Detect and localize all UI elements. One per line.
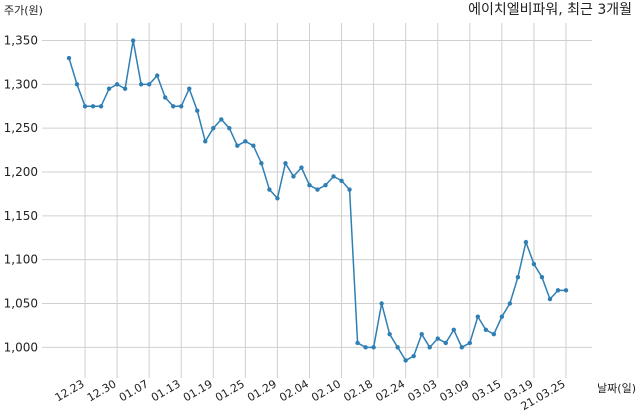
- point: [395, 345, 400, 350]
- point: [523, 239, 529, 245]
- point: [563, 288, 569, 293]
- point: [547, 296, 553, 302]
- y-axis-label: 주가(원): [4, 4, 43, 17]
- point: [499, 314, 505, 319]
- x-tick-label: 02.04: [277, 377, 311, 404]
- point: [507, 301, 513, 306]
- point: [411, 353, 416, 359]
- point: [291, 174, 296, 179]
- point: [371, 345, 376, 350]
- x-tick-label: 03.03: [405, 377, 439, 404]
- x-tick-label: 03.15: [470, 377, 504, 404]
- point: [355, 340, 360, 346]
- point: [379, 301, 384, 306]
- point: [122, 86, 128, 91]
- point: [427, 345, 432, 350]
- x-tick-label: 02.18: [341, 377, 375, 404]
- line: [68, 40, 566, 362]
- point: [267, 187, 272, 192]
- y-tick-label: 1,300: [4, 77, 38, 91]
- point: [98, 104, 104, 109]
- x-tick-label: 01.29: [245, 377, 279, 404]
- point: [138, 82, 144, 87]
- point: [323, 182, 328, 188]
- point: [443, 340, 448, 346]
- point: [467, 340, 473, 346]
- point: [114, 82, 120, 87]
- y-tick-label: 1,200: [4, 165, 38, 179]
- point: [387, 331, 392, 337]
- point: [419, 331, 424, 337]
- point: [66, 55, 72, 61]
- point: [315, 187, 320, 192]
- point: [235, 143, 240, 148]
- y-tick-label: 1,000: [4, 340, 38, 354]
- point: [299, 165, 304, 170]
- point: [283, 161, 288, 166]
- x-tick-label: 02.10: [309, 377, 343, 404]
- point: [339, 178, 344, 183]
- x-tick-label: 12.30: [85, 377, 119, 404]
- point: [171, 104, 176, 109]
- x-tick-label: 01.25: [213, 377, 247, 404]
- chart-title: 에이치엘비파워, 최근 3개월: [468, 2, 632, 18]
- x-tick-label: 01.19: [181, 377, 215, 404]
- point: [555, 288, 561, 293]
- x-tick-label: 03.09: [438, 377, 472, 404]
- x-tick-label: 02.24: [373, 377, 407, 404]
- point: [187, 86, 192, 91]
- point: [195, 108, 200, 113]
- point: [82, 104, 88, 109]
- y-tick-label: 1,350: [4, 34, 38, 48]
- point: [307, 182, 312, 188]
- point: [403, 358, 408, 363]
- point: [347, 187, 352, 192]
- point: [146, 82, 152, 87]
- point: [491, 331, 497, 337]
- point: [459, 345, 464, 350]
- point: [483, 327, 489, 332]
- point: [531, 261, 537, 267]
- point: [451, 327, 456, 332]
- x-axis-label: 날짜(일): [597, 381, 636, 395]
- point: [130, 38, 136, 43]
- point: [251, 143, 256, 148]
- y-tick-label: 1,150: [4, 209, 38, 223]
- point: [227, 125, 232, 131]
- x-tick-label: 01.13: [149, 377, 183, 404]
- point: [259, 161, 264, 166]
- point: [162, 95, 168, 100]
- y-tick-label: 1,050: [4, 296, 38, 310]
- point: [90, 104, 96, 109]
- point: [179, 104, 184, 109]
- point: [515, 274, 521, 280]
- point: [106, 86, 112, 91]
- point: [203, 139, 208, 144]
- point: [243, 139, 248, 144]
- point: [154, 73, 160, 78]
- point: [275, 196, 280, 201]
- point: [331, 174, 336, 179]
- point: [211, 125, 216, 131]
- point: [435, 336, 440, 341]
- y-tick-label: 1,100: [4, 253, 38, 267]
- point: [74, 82, 80, 87]
- x-tick-label: 12.23: [53, 377, 87, 404]
- point: [363, 345, 368, 350]
- x-tick-label: 01.07: [117, 377, 151, 404]
- y-tick-label: 1,250: [4, 121, 38, 135]
- point: [539, 274, 545, 280]
- point: [219, 117, 224, 122]
- point: [475, 314, 481, 319]
